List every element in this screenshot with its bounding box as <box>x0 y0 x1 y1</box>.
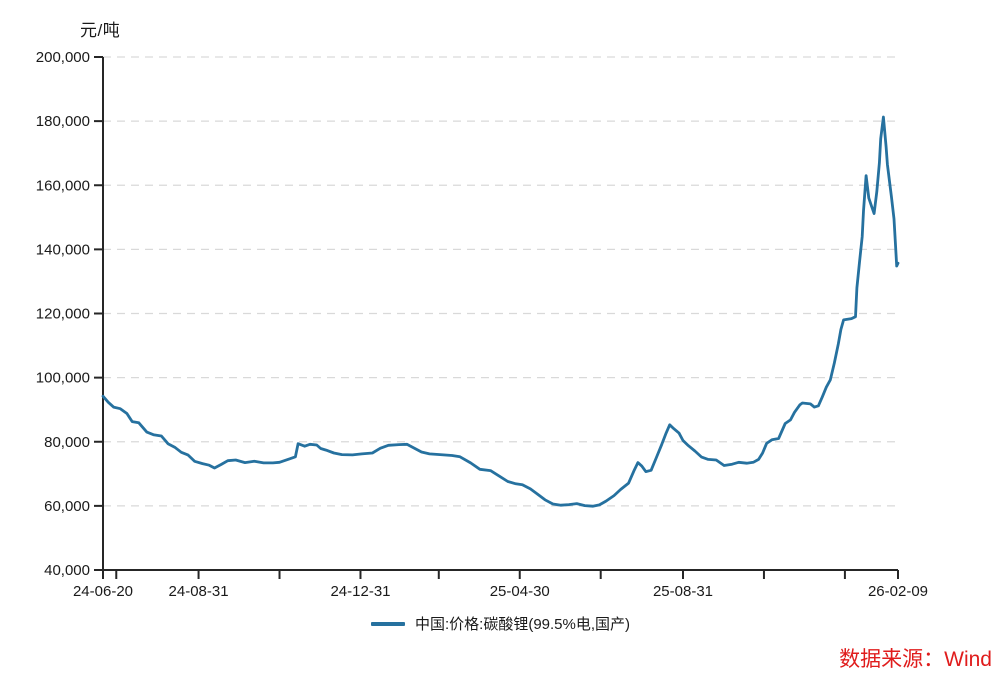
y-tick-label: 80,000 <box>44 434 90 451</box>
y-tick-label: 120,000 <box>36 306 90 323</box>
y-tick-label: 140,000 <box>36 241 90 258</box>
y-axis-unit-label: 元/吨 <box>80 21 121 40</box>
y-tick-label: 100,000 <box>36 370 90 387</box>
x-tick-label: 24-08-31 <box>169 583 229 600</box>
legend: 中国:价格:碳酸锂(99.5%电,国产) <box>103 613 898 634</box>
x-tick-label: 25-04-30 <box>490 583 550 600</box>
y-tick-label: 40,000 <box>44 562 90 579</box>
legend-line-swatch <box>370 621 405 626</box>
y-tick-label: 60,000 <box>44 498 90 515</box>
y-tick-label: 200,000 <box>36 49 90 66</box>
x-tick-label: 26-02-09 <box>868 583 928 600</box>
data-source-note: 数据来源：Wind <box>839 648 992 671</box>
price-series-line <box>101 115 900 508</box>
legend-series-label: 中国:价格:碳酸锂(99.5%电,国产) <box>414 616 631 633</box>
y-tick-label: 160,000 <box>36 177 90 194</box>
x-tick-label: 24-12-31 <box>330 583 390 600</box>
x-tick-label: 25-08-31 <box>653 583 713 600</box>
x-tick-label: 24-06-20 <box>73 583 133 600</box>
y-tick-label: 180,000 <box>36 113 90 130</box>
